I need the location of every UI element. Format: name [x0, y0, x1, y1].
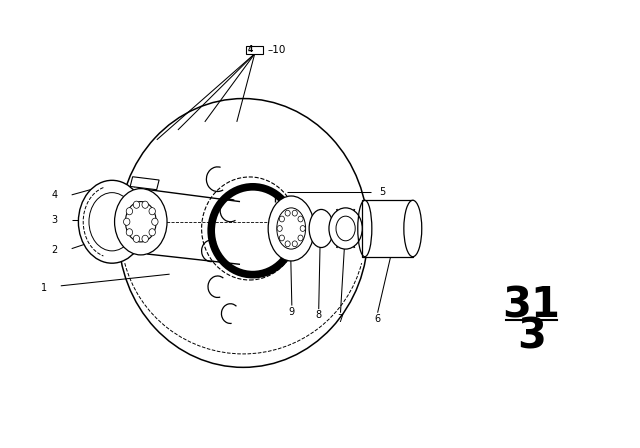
Text: 2: 2	[51, 246, 58, 255]
Ellipse shape	[79, 180, 146, 263]
Bar	[130, 177, 159, 190]
Ellipse shape	[404, 200, 422, 257]
Text: –10: –10	[268, 45, 286, 55]
Ellipse shape	[89, 193, 135, 251]
Text: 8: 8	[316, 310, 322, 320]
Ellipse shape	[133, 235, 140, 242]
Text: 1: 1	[40, 283, 47, 293]
Ellipse shape	[298, 216, 303, 222]
Ellipse shape	[126, 229, 132, 236]
Text: 4: 4	[248, 45, 253, 54]
Bar	[362, 200, 413, 257]
Text: 5: 5	[379, 187, 385, 197]
Ellipse shape	[142, 201, 148, 208]
Ellipse shape	[298, 235, 303, 241]
Ellipse shape	[300, 226, 305, 232]
Ellipse shape	[279, 216, 284, 222]
Ellipse shape	[279, 235, 284, 241]
Text: 6: 6	[374, 314, 381, 324]
Ellipse shape	[149, 229, 156, 236]
Ellipse shape	[115, 189, 167, 255]
Ellipse shape	[142, 235, 148, 242]
Ellipse shape	[336, 216, 355, 241]
Ellipse shape	[292, 241, 298, 247]
Ellipse shape	[124, 218, 130, 225]
Ellipse shape	[292, 210, 298, 216]
Ellipse shape	[277, 208, 306, 249]
Text: 7: 7	[337, 314, 344, 324]
Ellipse shape	[329, 208, 362, 249]
Ellipse shape	[285, 241, 290, 247]
Ellipse shape	[126, 207, 132, 215]
Ellipse shape	[285, 210, 290, 216]
Text: 9: 9	[289, 307, 295, 317]
Text: 31: 31	[502, 284, 560, 327]
Ellipse shape	[309, 210, 333, 247]
Ellipse shape	[277, 226, 282, 232]
Ellipse shape	[152, 218, 158, 225]
Text: 3: 3	[516, 316, 546, 358]
Ellipse shape	[133, 201, 140, 208]
Ellipse shape	[268, 196, 314, 261]
Ellipse shape	[149, 207, 156, 215]
Bar	[246, 46, 263, 54]
Text: 4: 4	[51, 190, 58, 200]
Text: 3: 3	[51, 215, 58, 224]
Ellipse shape	[125, 202, 156, 242]
